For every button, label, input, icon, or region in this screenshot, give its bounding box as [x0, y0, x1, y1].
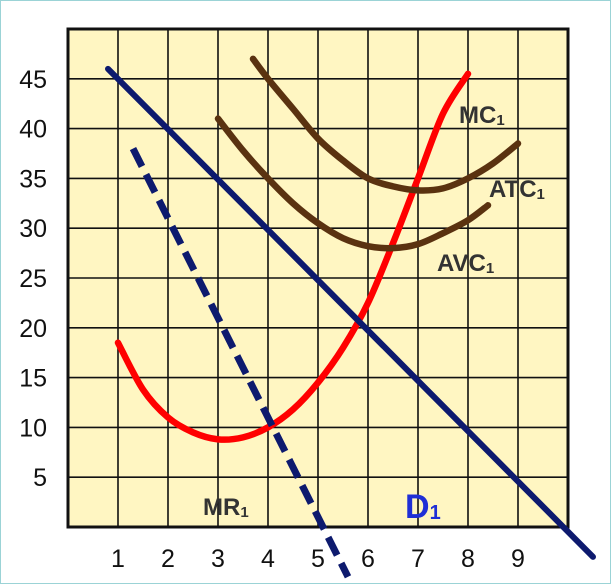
- y-tick-label: 20: [19, 315, 47, 343]
- x-tick-label: 2: [161, 545, 175, 573]
- series-label-avc: AVC1: [437, 250, 494, 277]
- series-line-d: [105, 65, 596, 560]
- x-tick-label: 7: [411, 545, 425, 573]
- y-tick-label: 45: [19, 66, 47, 94]
- curve-labels: MC1 ATC1 AVC1 D1 MR1: [203, 102, 545, 526]
- series-label-mc: MC1: [459, 102, 505, 129]
- y-tick-label: 25: [19, 265, 47, 293]
- x-tick-label: 5: [311, 545, 325, 573]
- y-tick-label: 30: [19, 215, 47, 243]
- series-line-avc: [214, 115, 492, 252]
- x-axis-ticks: 1 2 3 4 5 6 7 8 9: [111, 545, 525, 573]
- y-tick-label: 40: [19, 116, 47, 144]
- x-tick-label: 9: [511, 545, 525, 573]
- y-tick-label: 35: [19, 165, 47, 193]
- plot-border: [66, 27, 570, 529]
- x-tick-label: 4: [261, 545, 275, 573]
- y-tick-label: 10: [19, 414, 47, 442]
- y-tick-label: 5: [33, 464, 47, 492]
- curves: [105, 55, 596, 579]
- series-label-mr: MR1: [203, 494, 249, 521]
- series-line-mr: [129, 146, 352, 579]
- x-tick-label: 6: [361, 545, 375, 573]
- x-tick-label: 8: [461, 545, 475, 573]
- y-axis-ticks: 5 10 15 20 25 30 35 40 45: [19, 66, 47, 492]
- x-tick-label: 1: [111, 545, 125, 573]
- series-label-atc: ATC1: [489, 176, 545, 203]
- x-tick-label: 3: [211, 545, 225, 573]
- series-label-d: D1: [405, 488, 441, 526]
- y-tick-label: 15: [19, 365, 47, 393]
- series-line-atc: [249, 55, 522, 194]
